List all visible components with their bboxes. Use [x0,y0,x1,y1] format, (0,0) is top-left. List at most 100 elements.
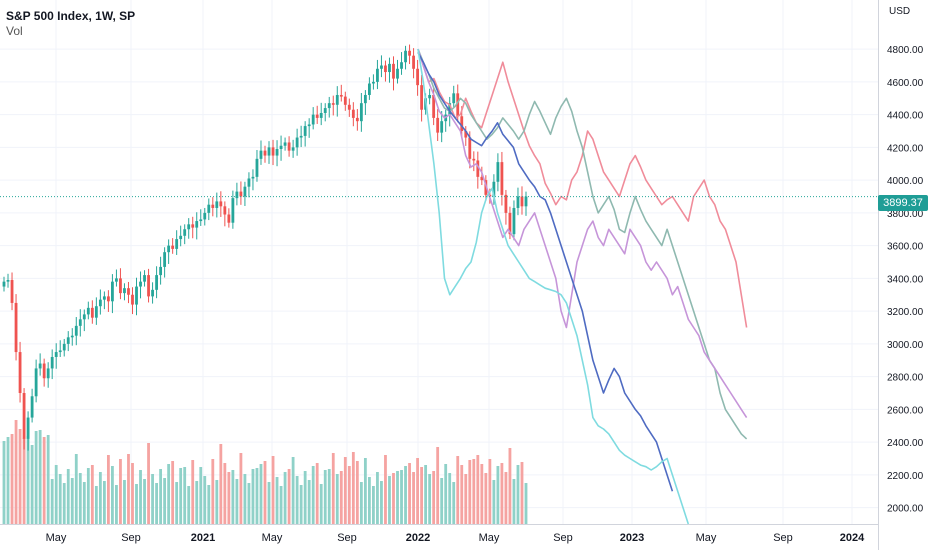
volume-label: Vol [6,24,23,38]
y-tick-label: 4400.00 [887,111,924,122]
candle-body [239,191,243,197]
candle-body [323,108,327,113]
y-tick-label: 2200.00 [887,471,924,482]
volume-bar [524,483,528,524]
candle-body [115,278,118,282]
y-tick-label: 4200.00 [887,143,924,154]
candle-body [279,145,283,150]
volume-bar [347,466,351,524]
candle-body [62,343,66,351]
candle-body [416,68,419,86]
candle-body [376,68,379,82]
volume-bar [14,420,18,524]
volume-bar [179,468,183,524]
volume-bar [167,464,171,524]
candle-body [247,178,251,187]
candle-body [219,201,223,207]
volume-bar [504,472,508,524]
volume-bar [359,482,363,524]
candle-body [167,245,171,253]
y-tick-label: 4600.00 [887,78,924,89]
volume-bar [131,463,134,524]
candle-body [127,288,130,295]
candle-body [147,275,150,297]
volume-bar [315,463,319,524]
volume-bar [207,485,211,524]
candle-body [363,94,367,104]
volume-bar [512,479,516,524]
candle-body [512,207,516,235]
candle-body [335,94,339,105]
candle-body [299,135,303,138]
candle-body [199,219,203,222]
candle-body [131,294,134,305]
candle-body [195,221,199,228]
last-price-tag: 3899.37 [878,195,928,211]
x-tick-label: 2023 [620,532,644,544]
volume-bar [247,483,251,524]
volume-bar [448,473,452,524]
candle-body [404,50,407,63]
volume-bar [520,462,524,524]
volume-bar [223,463,227,524]
volume-bar [46,435,50,524]
volume-bar [187,486,191,524]
candle-body [331,103,335,105]
candle-body [400,62,403,69]
volume-bar [106,455,110,524]
candle-body [496,162,500,182]
volume-bar [119,459,122,524]
candle-body [54,352,58,357]
candle-body [460,116,464,131]
candle-body [315,114,319,118]
volume-bar [155,483,158,524]
volume-bar [263,461,267,524]
x-tick-label: Sep [553,532,573,544]
volume-bar [323,470,327,524]
volume-bar [251,469,255,524]
y-tick-label: 4000.00 [887,176,924,187]
volume-bar [115,485,118,524]
chart-title: S&P 500 Index, 1W, SP [6,9,136,23]
candle-body [408,50,411,56]
volume-bar [159,469,163,524]
y-tick-label: 3600.00 [887,242,924,253]
candle-body [30,396,34,418]
candle-body [58,350,62,353]
volume-bar [416,458,419,524]
volume-bar [259,464,263,524]
volume-bar [22,438,26,524]
volume-bar [243,474,247,524]
candle-body [151,289,154,297]
volume-bar [496,466,500,524]
volume-bar [480,464,484,524]
candle-body [155,275,158,290]
volume-bar [6,437,10,524]
candle-body [283,142,287,146]
candle-body [50,356,54,369]
candle-body [492,181,496,197]
volume-bar [396,471,399,524]
volume-bar [436,447,440,524]
volume-bar [472,459,476,524]
volume-bar [227,472,231,524]
candle-body [94,306,98,318]
candle-body [10,280,14,303]
volume-bar [10,434,14,524]
candle-body [476,160,480,177]
volume-bar [508,448,512,524]
candle-body [70,335,74,338]
candle-body [440,121,444,133]
volume-bar [367,477,371,524]
volume-bar [102,481,106,524]
candle-body [504,194,508,213]
candle-body [287,142,291,151]
candle-body [355,117,359,122]
candle-body [452,93,456,104]
volume-bar [408,463,411,524]
candle-body [327,103,331,109]
candle-body [123,288,126,294]
y-tick-label: 3000.00 [887,340,924,351]
volume-bar [111,466,114,524]
